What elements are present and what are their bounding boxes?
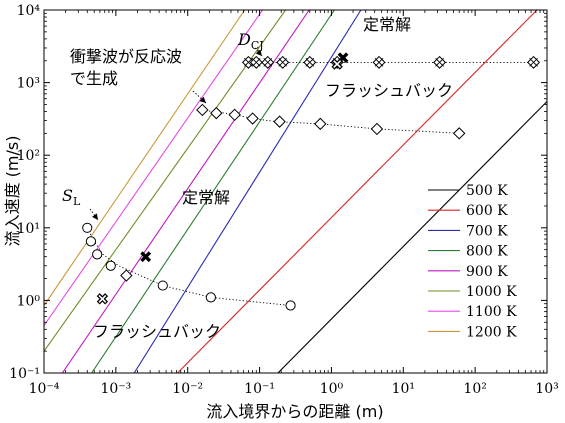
y-tick-label: 10² [17,148,40,164]
series-line-700-K [133,10,362,373]
annotation-arrowhead-0 [255,49,262,56]
cj-diamond-cross-b-3 [278,58,288,67]
circle-marker-0 [82,222,93,233]
x-tick-label: 10³ [535,381,558,397]
diamond-marker-3 [228,108,241,122]
diamond-marker-1 [196,103,209,117]
diamond-marker-7 [370,122,384,136]
legend-label: 600 K [466,203,508,219]
cj-diamond-cross-b-4 [305,58,315,67]
x-axis-label: 流入境界からの距離 (m) [206,402,383,421]
annotation-dcj: DCJ [237,30,264,52]
series-line-1100-K [44,10,263,326]
legend-label: 1100 K [466,304,517,320]
y-tick-label: 10⁻¹ [9,366,40,382]
plot-area [44,10,547,373]
cj-diamond-cross-b-8 [529,58,538,67]
diamond-marker-4 [246,112,259,125]
cross-marker-3-ib [333,60,342,69]
x-tick-label: 10⁰ [320,381,344,397]
cj-diamond-cross-b-7 [435,58,444,67]
cj-diamond-cross-b-1 [251,58,261,67]
annotation-flashback-lower: フラッシュバック [93,322,221,341]
circle-marker-6 [285,300,296,311]
legend-label: 1000 K [466,284,517,300]
y-tick-label: 10³ [17,76,40,92]
y-tick-label: 10⁰ [17,293,41,309]
annotation-arrowhead-2 [199,96,206,103]
annotation-reflect-line1: 衝撃波が反応波 [70,47,182,66]
circle-marker-4 [157,280,168,291]
cj-diamond-cross-b-0 [244,58,253,67]
diamond-marker-8 [452,127,466,140]
legend-label: 500 K [466,183,508,199]
y-tick-label: 10⁴ [17,3,41,19]
cross-marker-0-b [140,251,152,263]
x-tick-label: 10¹ [392,381,415,397]
series-line-600-K [177,10,538,373]
legend: 500 K 600 K 700 K 800 K 900 K 1000 K 1100 K 120… [428,183,517,340]
diamond-marker-5 [273,115,286,128]
legend-label: 700 K [466,223,508,239]
legend-label: 900 K [466,264,508,280]
annotation-steady-lower: 定常解 [182,188,230,207]
x-tick-label: 10² [463,381,486,397]
plot-clip-group [44,10,547,373]
diamond-marker-0 [120,269,133,282]
dotted-curve-0 [86,227,291,306]
cross-marker-1-ib [98,294,107,303]
series-line-800-K [91,10,335,373]
legend-label: 1200 K [466,324,517,340]
x-tick-label: 10⁻¹ [244,381,275,397]
x-tick-label: 10⁻⁴ [29,381,60,397]
series-line-1200-K [44,10,246,306]
circle-marker-1 [85,236,97,247]
x-tick-label: 10⁻³ [100,381,131,397]
x-tick-label: 10⁻² [172,381,203,397]
cj-diamond-cross-b-2 [263,58,273,67]
circle-marker-5 [205,292,216,303]
annotation-sl: SL [62,186,81,208]
dotted-curve-1 [202,109,460,134]
annotation-reflect-line2: で生成 [70,69,118,88]
series-line-1000-K [44,10,287,352]
legend-label: 800 K [466,244,508,260]
annotation-steady-upper: 定常解 [363,15,411,34]
circle-marker-3 [105,260,116,271]
diamond-marker-6 [314,117,327,131]
y-axis-label: 流入速度 (m/s) [3,136,22,247]
annotation-arrowhead-1 [92,213,98,220]
circle-marker-2 [92,249,103,260]
axes-frame: 10⁻⁴ 10⁻³ 10⁻² 10⁻¹ 10⁰ 10¹ 10² 10³ 10⁻¹ 10⁰ 10¹ 10… [9,3,559,397]
plot-border [43,9,548,374]
cj-diamond-cross-b-6 [374,58,384,67]
y-tick-label: 10¹ [17,221,40,237]
annotation-flashback-upper: フラッシュバック [325,81,453,100]
series-line-900-K [61,10,310,373]
series-line-500-K [277,101,547,373]
diamond-marker-2 [210,106,223,120]
